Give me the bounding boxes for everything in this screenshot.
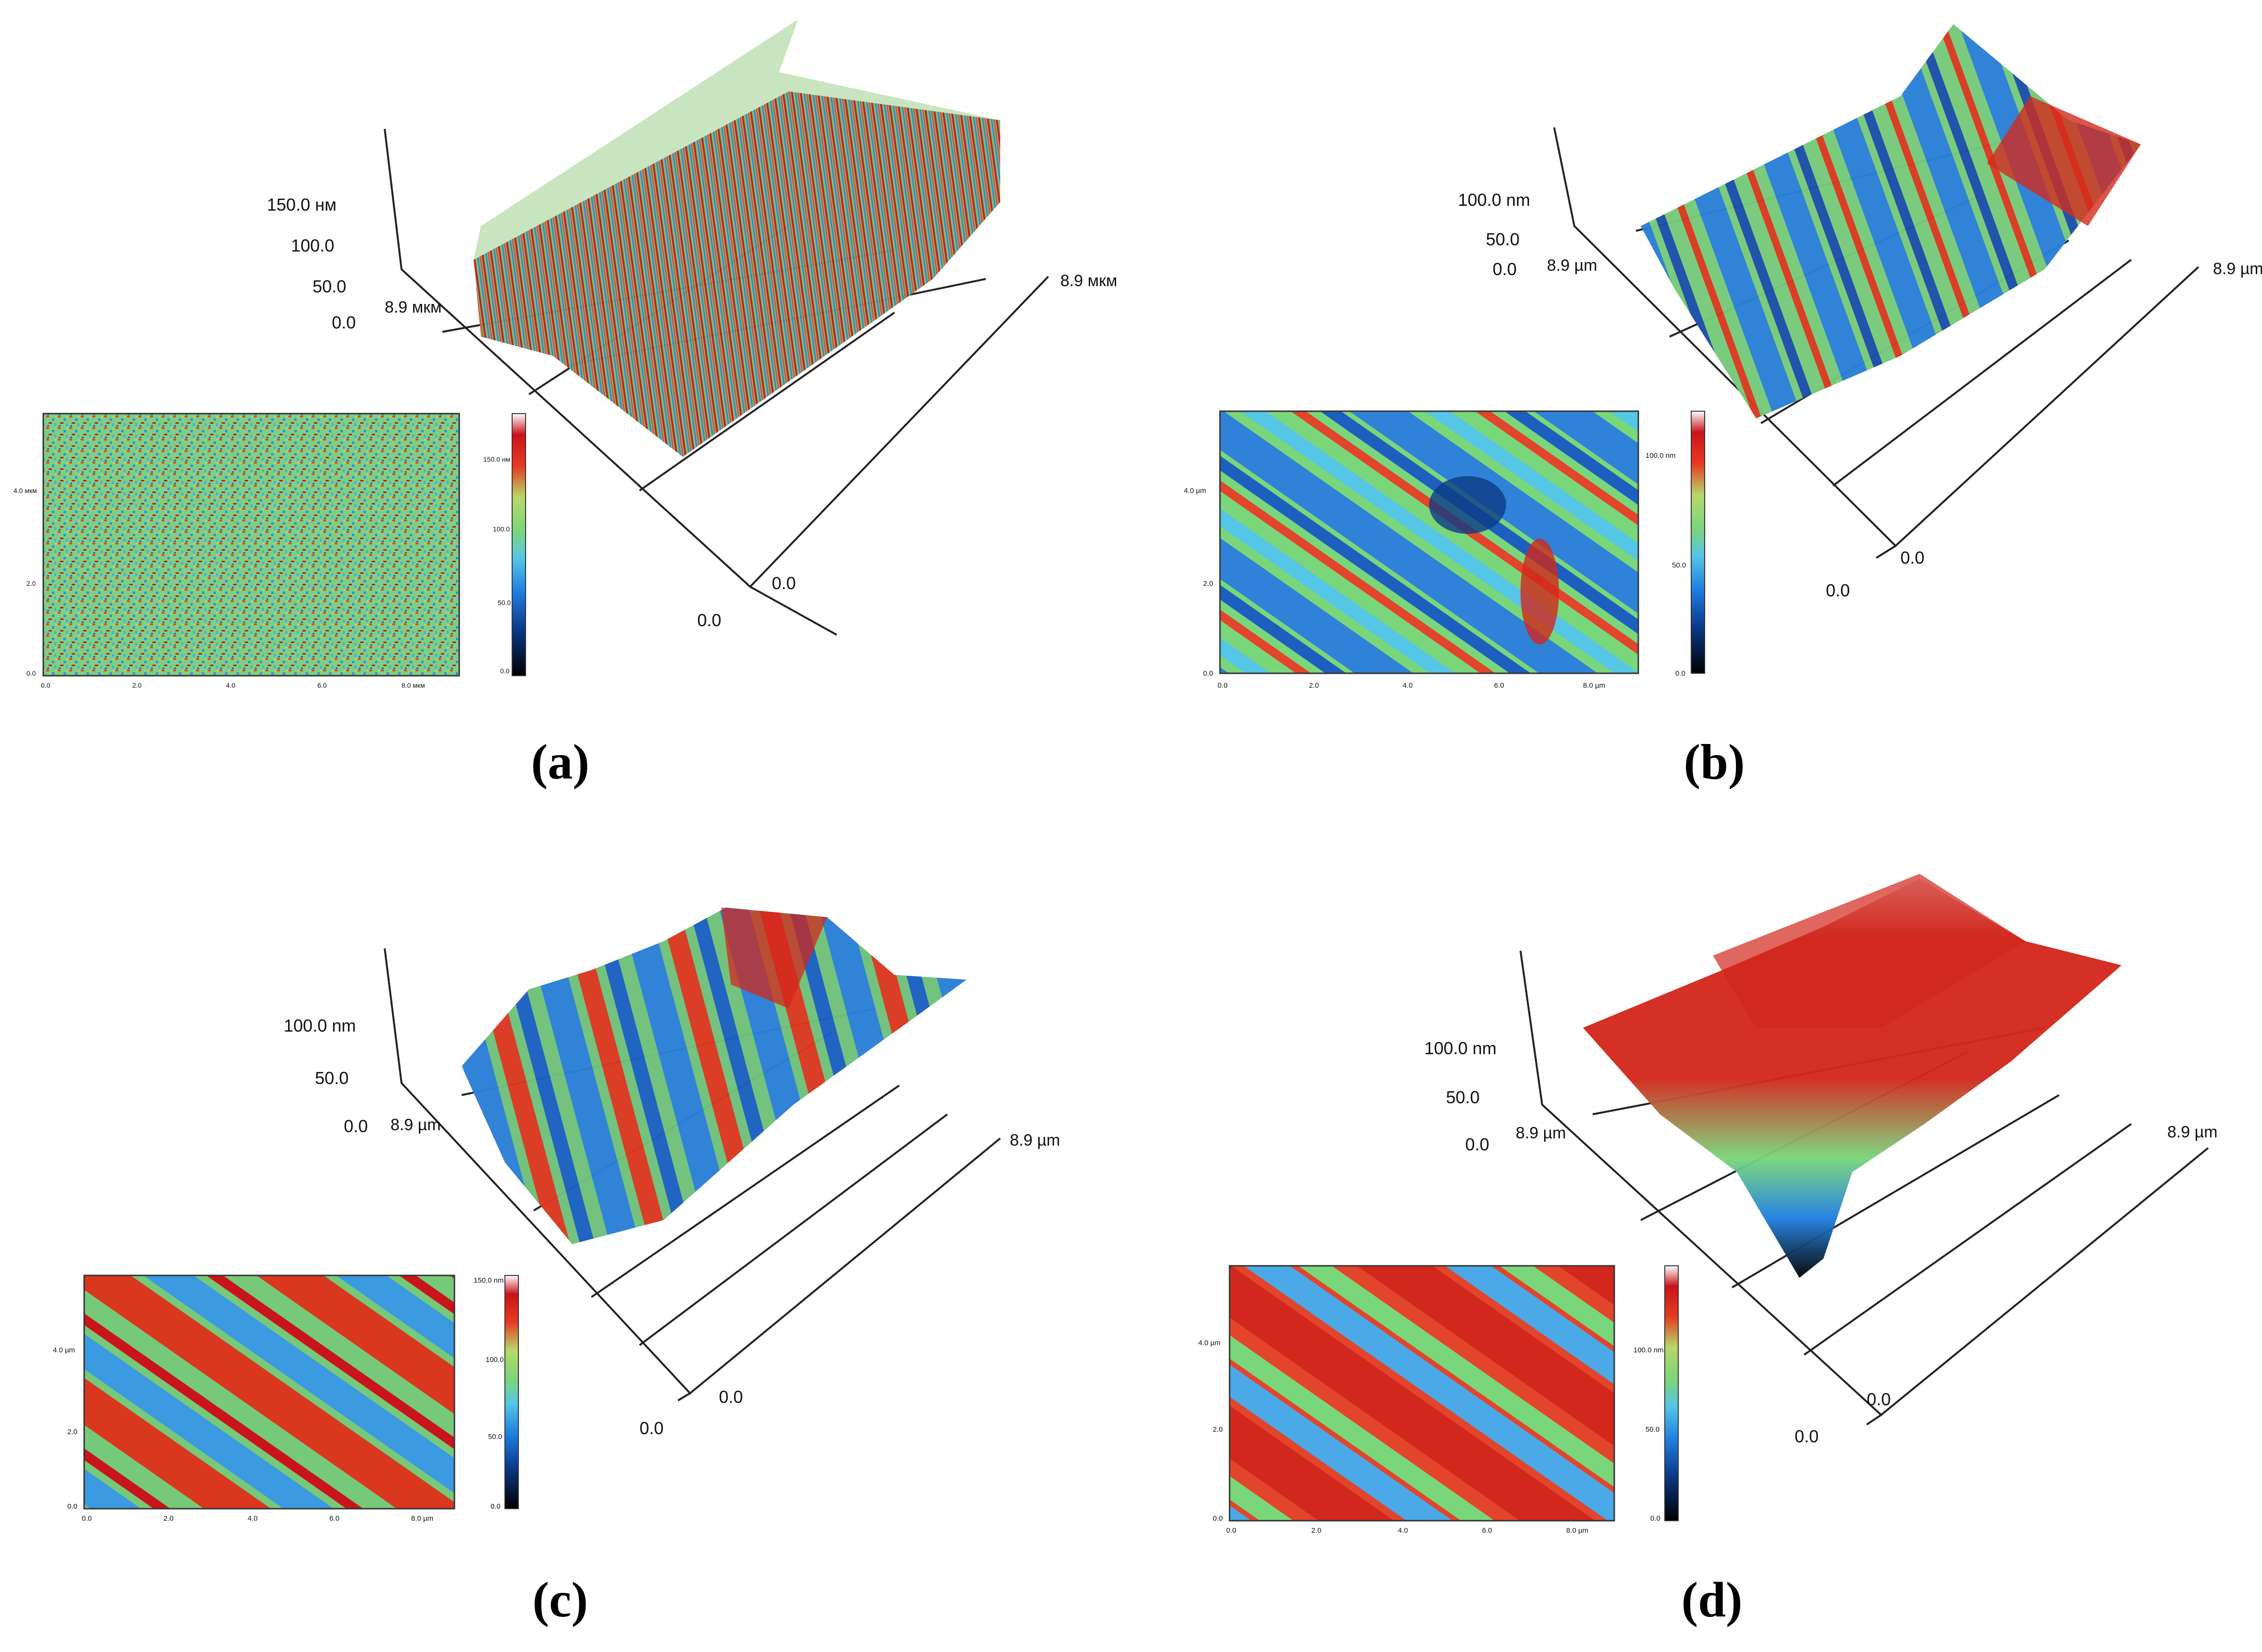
y-axis-end-d: 8.9 µm: [1516, 1124, 1566, 1142]
origin-label-b-0: 0.0: [1900, 548, 1924, 567]
map-x-tick-b-2: 4.0: [1403, 681, 1413, 690]
origin-label-b-1: 0.0: [1826, 580, 1850, 600]
height-map-c: [83, 1274, 455, 1510]
map-y-tick-d-1: 2.0: [1213, 1425, 1223, 1434]
panel-a: 150.0 нм 100.0 50.0 0.0 8.9 мкм 8.9 мкм …: [0, 0, 1131, 826]
colorbar-tick-a-2: 50.0: [498, 599, 511, 606]
map-x-tick-b-3: 6.0: [1494, 681, 1504, 690]
panel-caption-d: (d): [1681, 1572, 1743, 1627]
colorbar-tick-c-3: 0.0: [490, 1502, 501, 1511]
z-tick-a-1: 100.0: [291, 236, 334, 255]
colorbar-tick-c-0: 150.0 nm: [474, 1276, 504, 1285]
map-x-tick-b-1: 2.0: [1309, 681, 1319, 690]
afm-panel-c-graphic: 100.0 nm 50.0 0.0 8.9 µm 8.9 µm 0.0 0.0 …: [53, 908, 1060, 1523]
map-x-tick-a-1: 2.0: [132, 681, 142, 689]
z-tick-c-2: 0.0: [344, 1116, 368, 1136]
z-tick-c-0: 100.0 nm: [284, 1016, 356, 1035]
map-x-tick-c-4: 8.0 µm: [411, 1514, 433, 1523]
colorbar-tick-a-3: 0.0: [500, 667, 510, 675]
map-x-tick-c-0: 0.0: [82, 1514, 92, 1523]
map-y-tick-a-1: 2.0: [26, 580, 36, 587]
colorbar-tick-d-2: 0.0: [1650, 1514, 1660, 1523]
colorbar-tick-a-1: 100.0: [493, 525, 510, 533]
map-x-tick-a-0: 0.0: [41, 681, 50, 689]
z-tick-b-1: 50.0: [1486, 229, 1520, 249]
map-x-tick-c-3: 6.0: [329, 1514, 339, 1523]
map-y-tick-b-2: 0.0: [1203, 669, 1213, 678]
z-tick-a-3: 0.0: [332, 313, 356, 332]
map-y-tick-d-0: 4.0 µm: [1198, 1339, 1220, 1347]
z-tick-a-0: 150.0 нм: [267, 195, 337, 214]
colorbar-c: [504, 1275, 519, 1509]
map-x-tick-d-4: 8.0 µm: [1566, 1526, 1588, 1535]
colorbar-tick-b-1: 50.0: [1672, 561, 1686, 569]
z-tick-a-2: 50.0: [313, 277, 346, 296]
map-y-tick-c-2: 0.0: [67, 1502, 77, 1511]
map-x-tick-a-3: 6.0: [317, 681, 327, 689]
afm-panel-b-graphic: 100.0 nm 50.0 0.0 8.9 µm 8.9 µm 0.0 0.0 …: [1184, 24, 2262, 690]
panel-caption-c: (c): [532, 1572, 588, 1627]
map-x-tick-b-0: 0.0: [1218, 681, 1228, 690]
afm-panel-a-graphic: 150.0 нм 100.0 50.0 0.0 8.9 мкм 8.9 мкм …: [13, 19, 1117, 689]
panel-d: 100.0 nm 50.0 0.0 8.9 µm 8.9 µm 0.0 0.0 …: [1131, 826, 2262, 1652]
y-axis-end-c: 8.9 µm: [390, 1116, 441, 1134]
map-x-tick-d-2: 4.0: [1398, 1526, 1408, 1535]
panel-caption-a: (a): [531, 734, 590, 790]
map-x-tick-a-4: 8.0 мкм: [402, 681, 425, 689]
origin-label-c-1: 0.0: [640, 1418, 664, 1438]
colorbar-tick-b-2: 0.0: [1675, 669, 1685, 678]
colorbar-tick-c-2: 50.0: [488, 1433, 502, 1441]
colorbar-tick-b-0: 100.0 nm: [1646, 452, 1676, 460]
map-x-tick-c-1: 2.0: [163, 1514, 174, 1523]
origin-label-a-1: 0.0: [697, 610, 721, 630]
y-axis-end-b: 8.9 µm: [1547, 256, 1597, 275]
z-tick-d-2: 0.0: [1465, 1135, 1489, 1154]
height-map-d: [1229, 1265, 1615, 1522]
colorbar-a: [512, 413, 526, 676]
origin-label-a-0: 0.0: [772, 573, 796, 593]
surface-3d-b: [1641, 24, 2141, 418]
z-tick-b-0: 100.0 nm: [1458, 190, 1530, 210]
colorbar-b: [1691, 411, 1705, 674]
map-y-tick-b-1: 2.0: [1203, 580, 1213, 588]
panel-b: 100.0 nm 50.0 0.0 8.9 µm 8.9 µm 0.0 0.0 …: [1131, 0, 2262, 826]
z-tick-d-1: 50.0: [1446, 1087, 1480, 1107]
map-y-tick-c-0: 4.0 µm: [53, 1346, 75, 1354]
x-axis-end-b: 8.9 µm: [2213, 260, 2262, 278]
map-x-tick-d-1: 2.0: [1311, 1526, 1321, 1535]
surface-3d-d: [1583, 879, 2122, 1278]
height-map-b: [1219, 410, 1639, 674]
map-x-tick-a-2: 4.0: [226, 681, 236, 689]
height-map-a: [42, 413, 460, 677]
map-x-tick-d-0: 0.0: [1226, 1526, 1236, 1535]
colorbar-tick-d-0: 100.0 nm: [1634, 1346, 1664, 1354]
colorbar-tick-a-0: 150.0 нм: [483, 455, 510, 463]
z-tick-b-2: 0.0: [1493, 259, 1517, 279]
afm-panel-d-graphic: 100.0 nm 50.0 0.0 8.9 µm 8.9 µm 0.0 0.0 …: [1198, 874, 2218, 1535]
map-y-tick-b-0: 4.0 µm: [1184, 487, 1206, 495]
origin-label-d-1: 0.0: [1795, 1426, 1819, 1446]
y-axis-end-a: 8.9 мкм: [385, 298, 441, 316]
z-tick-d-0: 100.0 nm: [1424, 1038, 1496, 1058]
map-x-tick-d-3: 6.0: [1482, 1526, 1492, 1535]
map-y-tick-a-2: 0.0: [26, 669, 36, 677]
colorbar-d: [1664, 1265, 1679, 1521]
map-x-tick-c-2: 4.0: [248, 1514, 258, 1523]
origin-label-c-0: 0.0: [719, 1387, 743, 1407]
map-y-tick-c-1: 2.0: [67, 1428, 77, 1436]
x-axis-end-d: 8.9 µm: [2167, 1123, 2218, 1141]
colorbar-tick-d-1: 50.0: [1646, 1425, 1659, 1434]
map-x-tick-b-4: 8.0 µm: [1583, 681, 1605, 690]
surface-3d-c: [462, 908, 967, 1244]
surface-3d-a: [474, 91, 1000, 457]
colorbar-tick-c-1: 100.0: [486, 1356, 504, 1364]
map-y-tick-d-2: 0.0: [1213, 1514, 1223, 1523]
map-y-tick-a-0: 4.0 мкм: [13, 487, 37, 494]
x-axis-end-a: 8.9 мкм: [1060, 272, 1117, 290]
x-axis-end-c: 8.9 µm: [1010, 1131, 1060, 1149]
z-tick-c-1: 50.0: [315, 1068, 349, 1088]
origin-label-d-0: 0.0: [1867, 1389, 1891, 1409]
panel-c: 100.0 nm 50.0 0.0 8.9 µm 8.9 µm 0.0 0.0 …: [0, 826, 1131, 1652]
panel-caption-b: (b): [1684, 734, 1745, 790]
